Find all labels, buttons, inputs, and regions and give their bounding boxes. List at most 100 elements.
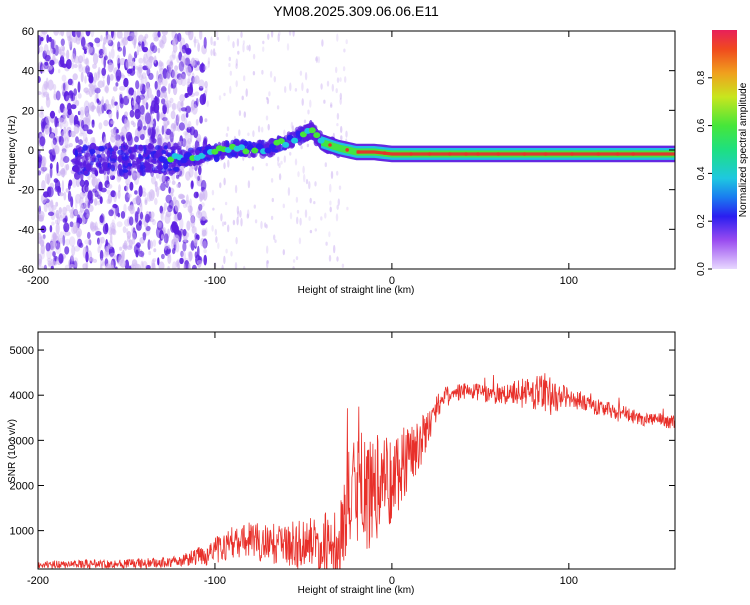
spectrogram-ridge-cloud (101, 162, 107, 167)
spectrogram-noise-mark (148, 189, 155, 202)
spectrogram-faint-mark (232, 41, 235, 49)
spectrogram-noise-mark (45, 242, 51, 252)
spectrogram-noise-mark (138, 74, 144, 81)
spectrogram-peak-dot (464, 152, 468, 156)
spectrogram-faint-mark (235, 80, 238, 88)
spectrogram-noise-mark (92, 225, 98, 231)
spectrogram-noise-mark (55, 201, 59, 207)
spectrogram-noise-mark (144, 197, 148, 204)
spectrogram-noise-mark (127, 94, 132, 100)
spectrogram-noise-mark (108, 246, 115, 257)
spectrogram-faint-mark (295, 196, 299, 203)
chart-title: YM08.2025.309.06.06.E11 (273, 3, 439, 19)
spectrogram-noise-mark (67, 78, 73, 86)
spectrogram-faint-mark (227, 159, 230, 168)
spectrogram-noise-mark (201, 229, 207, 237)
spectrogram-faint-mark (246, 213, 249, 219)
spectrogram-noise-mark (73, 88, 77, 96)
spectrogram-noise-mark (39, 111, 45, 119)
spectrogram-faint-mark (278, 163, 281, 169)
spectrogram-noise-mark (140, 202, 143, 213)
spectrogram-noise-mark (83, 200, 89, 210)
spectrogram-noise-mark (51, 139, 56, 150)
spectrogram-ridge-blob (313, 132, 321, 139)
spectrogram-faint-mark (210, 49, 213, 56)
spectrogram-faint-mark (265, 224, 268, 229)
spectrogram-noise-mark (74, 208, 78, 216)
spectrogram-ridge-cloud (83, 151, 91, 158)
spectrogram-ridge-blob (251, 147, 259, 154)
spectrogram-noise-mark (134, 51, 138, 59)
spectrogram-faint-mark (329, 206, 332, 213)
spectrogram-noise-mark (110, 264, 115, 269)
spectrogram-noise-mark (161, 34, 167, 45)
spectrogram-noise-mark (103, 56, 106, 69)
spectrogram-ridge-cloud (260, 139, 266, 145)
spectrogram-noise-mark (115, 138, 122, 147)
spectrogram-noise-mark (85, 251, 89, 263)
spectrogram-noise-mark (78, 139, 83, 146)
spectrogram-noise-mark (62, 112, 67, 121)
spectrogram-faint-mark (342, 66, 346, 72)
colorbar-tick-label: 0.0 (696, 262, 707, 276)
spectrogram-noise-mark (146, 81, 150, 93)
spectrogram-noise-mark (203, 254, 207, 266)
spectrogram-faint-mark (274, 239, 277, 244)
spectrogram-noise-mark (171, 103, 178, 110)
spectrogram-noise-mark (83, 208, 90, 220)
spectrogram-faint-mark (214, 52, 217, 57)
spectrogram-noise-mark (105, 99, 110, 108)
spectrogram-faint-mark (207, 60, 210, 68)
spectrogram-xlabel: Height of straight line (km) (298, 285, 415, 296)
spectrogram-faint-mark (295, 256, 299, 261)
spectrogram-noise-mark (144, 112, 152, 125)
spectrogram-ridge-cloud (161, 149, 167, 155)
spectrogram-noise-mark (157, 221, 162, 228)
spectrogram-faint-mark (252, 53, 256, 60)
spectrogram-noise-mark (83, 58, 89, 65)
spectrogram-noise-mark (170, 79, 177, 89)
spectrogram-noise-mark (155, 172, 160, 179)
spectrogram-faint-mark (321, 39, 324, 47)
spectrogram-noise-mark (141, 41, 145, 51)
spectrogram-ytick-label: 20 (22, 105, 34, 117)
spectrogram-faint-mark (228, 56, 231, 62)
spectrogram-noise-mark (96, 105, 100, 114)
spectrogram-noise-mark (201, 232, 206, 237)
spectrogram-ridge-cloud (175, 159, 182, 164)
spectrogram-ridge-cloud (168, 170, 176, 175)
spectrogram-faint-mark (323, 99, 326, 104)
spectrogram-noise-mark (75, 136, 79, 144)
spectrogram-noise-mark (48, 262, 51, 268)
spectrogram-faint-mark (301, 98, 304, 106)
spectrogram-noise-mark (184, 57, 191, 66)
spectrogram-ridge-blob (291, 137, 299, 144)
spectrogram-faint-mark (336, 204, 339, 210)
spectrogram-noise-mark (93, 72, 97, 83)
spectrogram-noise-mark (126, 119, 130, 128)
spectrogram-noise-mark (60, 38, 65, 46)
spectrogram-noise-mark (135, 65, 139, 70)
spectrogram-noise-mark (131, 263, 134, 269)
spectrogram-noise-mark (68, 37, 73, 48)
spectrogram-faint-mark (273, 234, 276, 241)
spectrogram-faint-mark (214, 228, 217, 236)
spectrogram-noise-mark (171, 221, 176, 226)
spectrogram-noise-mark (62, 235, 66, 246)
spectrogram-noise-mark (94, 93, 98, 104)
spectrogram-ridge-cloud (109, 161, 116, 169)
spectrogram-noise-mark (133, 244, 140, 255)
spectrogram-noise-mark (110, 132, 117, 138)
spectrogram-noise-mark (126, 245, 133, 250)
spectrogram-noise-mark (183, 263, 186, 269)
spectrogram-noise-mark (65, 144, 71, 149)
spectrogram-noise-mark (163, 123, 168, 133)
spectrogram-noise-mark (145, 225, 151, 236)
spectrogram-faint-mark (230, 251, 233, 257)
spectrogram-noise-mark (44, 166, 48, 171)
spectrogram-noise-mark (88, 204, 94, 212)
spectrogram-ridge-cloud (98, 146, 106, 152)
spectrogram-noise-mark (69, 236, 76, 247)
spectrogram-noise-mark (107, 193, 113, 204)
spectrogram-ytick-label: 60 (22, 26, 34, 38)
